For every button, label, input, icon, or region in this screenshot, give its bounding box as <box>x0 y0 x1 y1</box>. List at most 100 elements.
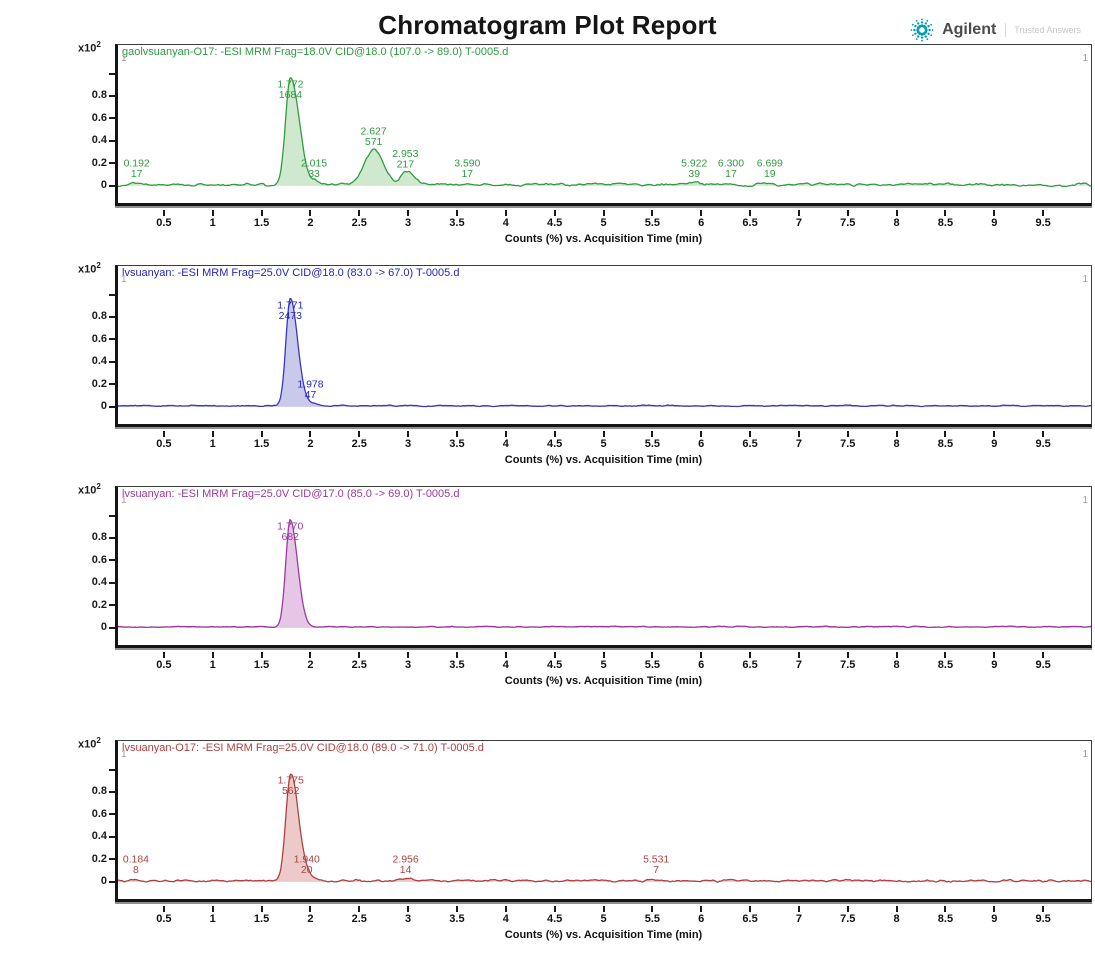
spark-dot <box>915 19 918 22</box>
x-axis-caption: Counts (%) vs. Acquisition Time (min) <box>504 675 703 687</box>
x-tick-mark <box>407 431 410 437</box>
x-tick-label: 8.5 <box>937 438 954 450</box>
segment-marker-left: 1 <box>121 749 127 760</box>
peak-annotation-time: 1.770 <box>277 520 303 532</box>
x-tick-mark <box>504 210 507 216</box>
x-tick-label: 4 <box>502 913 509 925</box>
segment-marker-right: 1 <box>1082 749 1088 760</box>
x-tick-mark <box>309 652 312 658</box>
trace-fill <box>118 298 1091 407</box>
x-tick-label: 6 <box>698 217 705 229</box>
y-tick-label: 0.2 <box>91 377 107 390</box>
x-tick-label: 5 <box>600 913 607 925</box>
y-tick-label: 0.8 <box>91 531 107 544</box>
peak-annotation-value: 20 <box>301 864 313 876</box>
x-tick-label: 8.5 <box>937 659 954 671</box>
x-tick-mark <box>407 210 410 216</box>
spark-dot <box>913 28 916 32</box>
x-tick-mark <box>895 906 898 912</box>
x-axis-caption: Counts (%) vs. Acquisition Time (min) <box>504 454 703 466</box>
peak-annotation-value: 17 <box>131 168 143 180</box>
segment-marker-left: 1 <box>121 53 127 64</box>
y-tick-label: 0 <box>100 875 107 887</box>
x-tick-mark <box>553 210 556 216</box>
x-tick-label: 6 <box>698 438 705 450</box>
x-tick-mark <box>358 210 361 216</box>
segment-marker-left: 1 <box>121 495 127 506</box>
spark-dot <box>914 32 917 35</box>
peak-annotation-value: 47 <box>305 389 317 401</box>
spark-dot <box>927 25 930 28</box>
plot-area: lvsuanyan: -ESI MRM Frag=25.0V CID@18.0 … <box>115 265 1092 427</box>
x-tick-label: 7.5 <box>840 217 856 229</box>
y-tick-label: 0.4 <box>91 576 107 589</box>
trace-fill <box>118 519 1091 628</box>
x-tick-label: 6.5 <box>742 913 758 925</box>
peak-annotation-time: 2.015 <box>301 157 327 169</box>
chromatogram-panel: x102 0.8 0.6 0.4 0.2 0 lvsuanyan: -ESI MRM F… <box>77 261 1092 471</box>
peak-annotation-time: 1.775 <box>278 774 304 786</box>
y-tick-label: 0.8 <box>91 785 107 798</box>
x-tick-mark <box>846 210 849 216</box>
peak-annotation-value: 7 <box>653 864 659 876</box>
spark-dot <box>911 34 914 37</box>
x-tick-mark <box>895 431 898 437</box>
trace-fill <box>118 774 1091 883</box>
x-tick-mark <box>846 906 849 912</box>
x-tick-mark <box>749 210 752 216</box>
y-tick-label: 0 <box>100 400 107 412</box>
x-tick-label: 4.5 <box>546 659 563 671</box>
x-tick-label: 2.5 <box>351 217 367 229</box>
peak-annotation-time: 2.627 <box>361 125 387 137</box>
spark-dot <box>924 35 928 38</box>
peak-annotation-time: 3.590 <box>454 157 480 169</box>
segment-marker-right: 1 <box>1082 274 1088 285</box>
x-tick-mark <box>455 431 458 437</box>
x-tick-label: 8.5 <box>937 913 954 925</box>
y-tick-mark <box>109 880 115 883</box>
y-tick-mark <box>109 383 115 386</box>
y-axis: x102 0.8 0.6 0.4 0.2 0 <box>77 736 115 902</box>
spark-dot <box>920 21 924 24</box>
x-tick-label: 5.5 <box>644 659 660 671</box>
x-tick-mark <box>944 431 947 437</box>
x-tick-label: 5 <box>600 217 607 229</box>
x-tick-label: 6.5 <box>742 659 758 671</box>
x-tick-label: 2.5 <box>351 438 367 450</box>
x-tick-mark <box>602 431 605 437</box>
y-tick-label: 0.4 <box>91 134 107 147</box>
spark-dot <box>921 39 923 42</box>
x-tick-label: 1.5 <box>253 217 270 229</box>
peak-annotation-value: 17 <box>461 168 473 180</box>
x-tick-label: 4 <box>502 659 509 671</box>
segment-marker-left: 1 <box>121 274 127 285</box>
x-tick-mark <box>211 210 214 216</box>
trace-line <box>118 77 1091 188</box>
x-tick-label: 1.5 <box>253 659 270 671</box>
x-tick-label: 6.5 <box>742 438 758 450</box>
peak-annotation-time: 0.192 <box>124 157 150 169</box>
plot-area: lvsuanyan: -ESI MRM Frag=25.0V CID@17.0 … <box>115 486 1092 648</box>
peak-annotation-time: 2.956 <box>393 853 419 865</box>
y-tick-label: 0.8 <box>91 89 107 102</box>
x-tick-label: 9 <box>991 913 998 925</box>
segment-marker-right: 1 <box>1082 495 1088 506</box>
x-tick-mark <box>309 210 312 216</box>
y-tick-mark <box>109 626 115 629</box>
x-tick-label: 2 <box>307 913 314 925</box>
agilent-spark-icon <box>910 18 934 42</box>
agilent-logo: Agilent Trusted Answers <box>909 17 1081 43</box>
x-tick-label: 6 <box>698 913 705 925</box>
peak-annotation-time: 1.771 <box>277 299 303 311</box>
x-tick-label: 3.5 <box>449 913 465 925</box>
trace-header: gaolvsuanyan-O17: -ESI MRM Frag=18.0V CI… <box>122 46 509 58</box>
x-tick-label: 4 <box>502 217 509 229</box>
x-tick-label: 8.5 <box>937 217 954 229</box>
x-tick-mark <box>602 652 605 658</box>
y-tick-mark <box>109 790 115 793</box>
x-tick-label: 7 <box>795 217 802 229</box>
peak-annotation-value: 19 <box>764 168 776 180</box>
y-tick-label: 0.8 <box>91 310 107 323</box>
